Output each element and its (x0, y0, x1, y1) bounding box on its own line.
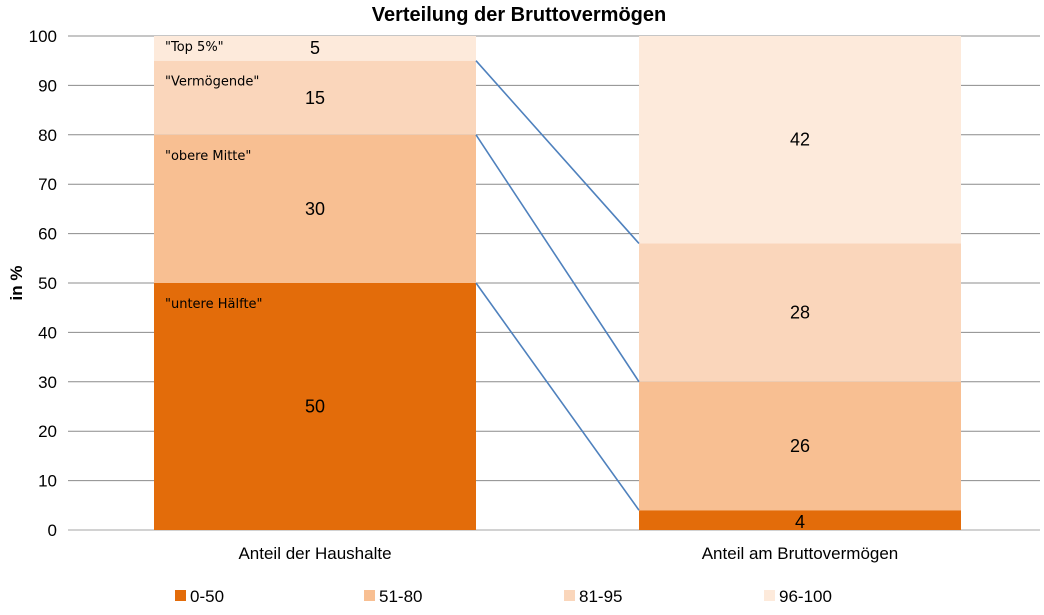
category-labels: Anteil der Haushalte Anteil am Bruttoverm… (238, 544, 898, 563)
legend-label: 0-50 (190, 587, 224, 606)
group-annotation: "obere Mitte" (165, 149, 251, 164)
legend: 0-50 51-80 81-95 96-100 (175, 587, 832, 606)
group-annotation: "Top 5%" (165, 40, 224, 55)
y-tick-label: 20 (38, 422, 57, 441)
legend-swatch (764, 590, 775, 601)
bar-segment (639, 243, 961, 382)
y-tick-label: 60 (38, 225, 57, 244)
legend-label: 81-95 (579, 587, 622, 606)
chart-title: Verteilung der Bruttovermögen (372, 4, 667, 26)
y-tick-label: 0 (48, 521, 57, 540)
data-label: 15 (305, 88, 325, 108)
legend-label: 96-100 (779, 587, 832, 606)
legend-label: 51-80 (379, 587, 422, 606)
data-label: 5 (310, 38, 320, 58)
category-label: Anteil der Haushalte (238, 544, 391, 563)
legend-swatch (564, 590, 575, 601)
data-label: 4 (795, 512, 805, 532)
bars (154, 36, 961, 530)
y-tick-label: 100 (29, 27, 57, 46)
data-label: 28 (790, 303, 810, 323)
y-tick-labels: 0 10 20 30 40 50 60 70 80 90 100 (29, 27, 57, 540)
data-label: 50 (305, 397, 325, 417)
bar-segment (154, 60, 476, 135)
y-axis-label: in % (7, 266, 26, 301)
connector-line (475, 282, 640, 511)
connector-lines (475, 60, 640, 511)
bar-segment (639, 36, 961, 244)
y-tick-label: 40 (38, 323, 57, 342)
y-tick-label: 50 (38, 274, 57, 293)
data-labels: 50 30 15 5 4 26 28 42 (305, 38, 810, 532)
legend-swatch (175, 590, 186, 601)
category-label: Anteil am Bruttovermögen (702, 544, 899, 563)
group-annotations: "untere Hälfte" "obere Mitte" "Vermögende"… (165, 40, 263, 312)
bar-segment (154, 283, 476, 530)
data-label: 42 (790, 130, 810, 150)
bar-segment (154, 36, 476, 61)
y-tick-label: 70 (38, 175, 57, 194)
bar-segment (639, 510, 961, 530)
data-label: 30 (305, 199, 325, 219)
y-tick-label: 80 (38, 126, 57, 145)
y-tick-label: 30 (38, 373, 57, 392)
group-annotation: "Vermögende" (165, 75, 259, 90)
group-annotation: "untere Hälfte" (165, 297, 263, 312)
connector-line (475, 60, 640, 245)
y-tick-label: 90 (38, 76, 57, 95)
bar-segment (639, 381, 961, 511)
legend-swatch (364, 590, 375, 601)
y-tick-label: 10 (38, 472, 57, 491)
data-label: 26 (790, 436, 810, 456)
connector-line (475, 134, 640, 383)
bar-segment (154, 134, 476, 283)
